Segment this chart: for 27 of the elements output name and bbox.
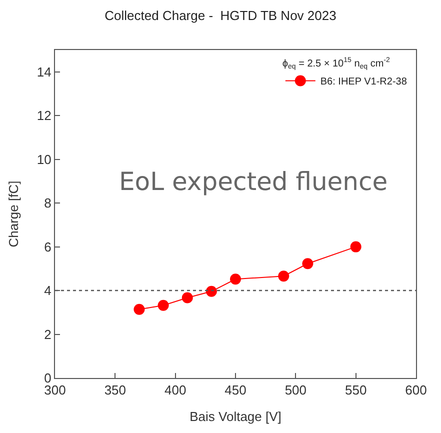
annotation: EoL expected fluence (119, 167, 388, 196)
y-tick-label: 6 (44, 239, 52, 254)
point (278, 270, 290, 282)
y-tick-label: 2 (44, 326, 52, 342)
y-tick-label: 14 (36, 64, 52, 80)
y-tick-label: 8 (44, 196, 52, 211)
chart-title: Collected Charge - HGTD TB Nov 2023 (104, 8, 336, 23)
y-tick-label: 10 (36, 152, 52, 167)
point (134, 304, 145, 315)
legend-label: B6: IHEP V1-R2-38 (320, 76, 408, 88)
point (350, 241, 362, 252)
x-tick-label: 350 (104, 382, 126, 398)
x-tick-label: 550 (344, 382, 367, 398)
point (206, 286, 217, 297)
y-tick-label: 4 (44, 283, 52, 298)
point (158, 300, 169, 311)
legend-title: ϕ$_{eq}$ = 2.5 × 10$^{15}$ n$_{eq}$ cm$^{-2}$ (282, 57, 390, 70)
point (230, 274, 241, 285)
x-tick-label: 600 (405, 382, 427, 398)
x-axis-title: Bais Voltage [V] (190, 409, 282, 424)
point (302, 258, 314, 270)
x-tick-label: 500 (284, 382, 307, 398)
x-tick-label: 400 (164, 382, 186, 398)
x-tick-label: 450 (224, 382, 246, 398)
y-tick-label: 12 (36, 108, 52, 124)
point (182, 292, 193, 304)
y-axis-title: Charge [fC] (6, 180, 21, 248)
